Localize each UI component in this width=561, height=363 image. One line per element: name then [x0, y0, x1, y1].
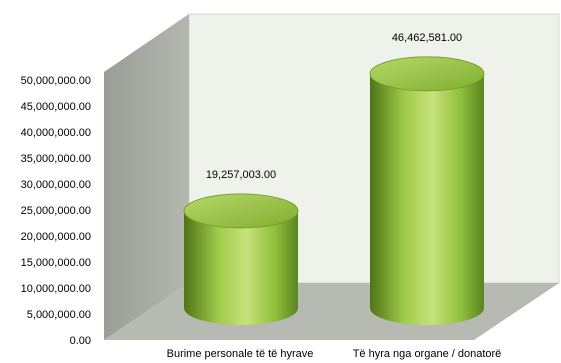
y-tick-label: 15,000,000.00 [21, 257, 91, 269]
data-label: 46,462,581.00 [392, 32, 462, 44]
value-labels: 19,257,003.00 46,462,581.00 [206, 32, 462, 181]
y-tick-label: 20,000,000.00 [21, 231, 91, 243]
y-tick-label: 35,000,000.00 [21, 153, 91, 165]
y-tick-label: 50,000,000.00 [21, 75, 91, 87]
y-tick-label: 30,000,000.00 [21, 179, 91, 191]
bar-1 [183, 193, 299, 325]
y-tick-label: 5,000,000.00 [27, 309, 91, 321]
bar-body [370, 73, 484, 326]
x-tick-label: Burime personale të të hyrave [167, 348, 314, 360]
y-tick-label: 40,000,000.00 [21, 127, 91, 139]
left-wall [104, 14, 189, 340]
bars [183, 56, 485, 326]
y-tick-label: 45,000,000.00 [21, 101, 91, 113]
y-tick-label: 0.00 [70, 335, 91, 347]
y-tick-label: 10,000,000.00 [21, 283, 91, 295]
bar-body [184, 210, 298, 325]
y-axis-tick-labels: 0.00 5,000,000.00 10,000,000.00 15,000,000.… [21, 75, 91, 347]
y-tick-label: 25,000,000.00 [21, 205, 91, 217]
category-labels: Burime personale të të hyrave Të hyra nga… [167, 348, 502, 360]
x-tick-label: Të hyra nga organe / donatorë [353, 348, 502, 360]
bar-top [183, 193, 299, 229]
data-label: 19,257,003.00 [206, 169, 276, 181]
bar-2 [369, 56, 485, 326]
bar-top [369, 56, 485, 92]
